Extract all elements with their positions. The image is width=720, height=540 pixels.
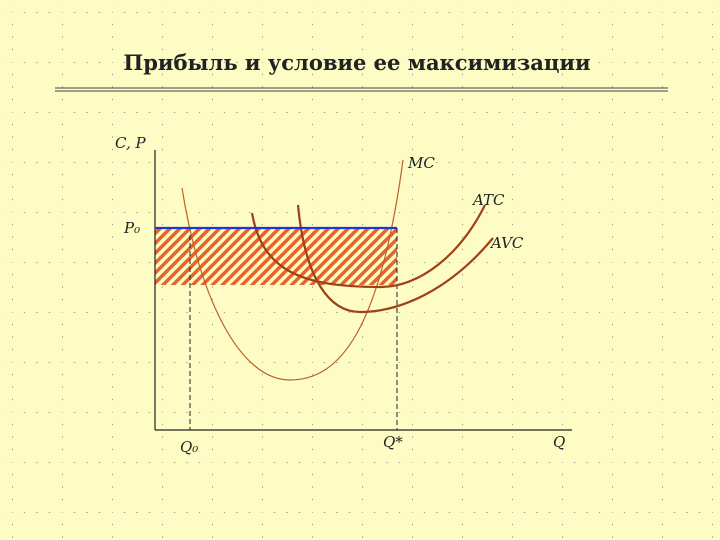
atc-curve [250,204,486,289]
curve-label: AVC [489,234,524,252]
x-axis-label: Q [553,433,565,451]
title: Прибыль и условие ее максимизации [123,50,590,75]
profit-area [155,228,397,285]
curve-label: ATC [471,191,505,209]
qstar-label: Q* [383,433,403,451]
avc-curve [296,204,494,314]
curve-label: MC [407,154,435,172]
y-axis-label: C, P [115,134,146,152]
mc-curve [181,159,404,381]
q0-label: Q₀ [180,438,198,456]
price-label: P₀ [123,219,140,237]
